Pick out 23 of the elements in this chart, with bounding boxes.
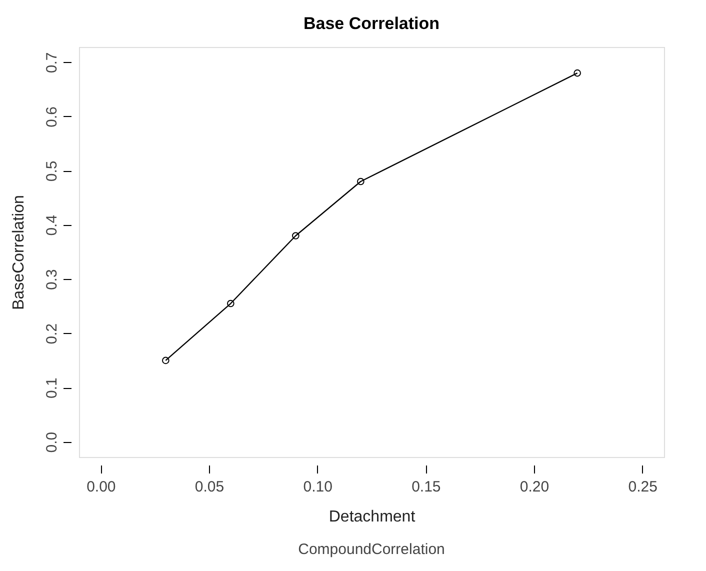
x-tick-label: 0.00 bbox=[86, 478, 116, 496]
x-axis-title: Detachment bbox=[328, 508, 416, 526]
y-axis-title: BaseCorrelation bbox=[10, 195, 28, 310]
chart-title: Base Correlation bbox=[303, 14, 440, 33]
y-tick-label: 0.1 bbox=[44, 378, 60, 399]
point bbox=[162, 356, 170, 364]
y-tick-label: 0.2 bbox=[44, 323, 60, 344]
point bbox=[574, 69, 581, 77]
x-tick-label: 0.15 bbox=[412, 478, 441, 496]
y-tick-label: 0.4 bbox=[44, 214, 60, 236]
y-tick-label: 0.7 bbox=[44, 52, 60, 74]
y-tick-label: 0.6 bbox=[44, 106, 60, 128]
point bbox=[357, 178, 364, 186]
y-tick-label: 0.3 bbox=[44, 269, 60, 290]
x-tick-label: 0.05 bbox=[194, 478, 224, 496]
point bbox=[292, 232, 300, 240]
x-tick-label: 0.20 bbox=[520, 478, 550, 496]
x-tick-label: 0.25 bbox=[628, 478, 658, 496]
y-tick-label: 0.5 bbox=[44, 160, 60, 182]
y-tick-label: 0.0 bbox=[44, 432, 60, 453]
point bbox=[227, 300, 234, 308]
text: CompoundCorrelation bbox=[298, 541, 445, 558]
x-tick-label: 0.10 bbox=[303, 478, 332, 496]
